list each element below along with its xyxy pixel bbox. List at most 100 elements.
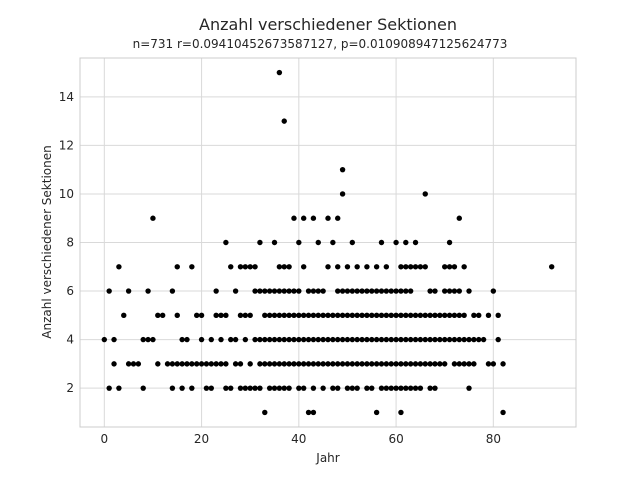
data-point xyxy=(296,239,302,246)
data-point xyxy=(446,288,453,294)
data-point xyxy=(437,361,443,367)
data-point xyxy=(412,264,419,270)
data-point xyxy=(330,239,336,246)
data-point xyxy=(373,312,380,319)
data-point xyxy=(398,312,404,319)
data-point xyxy=(490,361,497,367)
data-point xyxy=(495,312,501,319)
data-point xyxy=(451,264,458,270)
data-point xyxy=(130,361,137,367)
data-point xyxy=(369,385,375,391)
data-point xyxy=(232,336,239,343)
data-point xyxy=(354,385,360,391)
data-point xyxy=(388,288,394,294)
data-point xyxy=(442,361,448,367)
data-point xyxy=(325,336,331,343)
y-tick-label: 8 xyxy=(66,236,74,250)
data-point xyxy=(393,288,399,294)
data-point xyxy=(252,264,258,270)
data-point xyxy=(412,336,419,343)
data-point xyxy=(320,385,326,391)
data-point xyxy=(378,288,385,294)
data-point xyxy=(354,361,360,367)
data-point xyxy=(412,239,419,246)
data-point xyxy=(480,336,487,343)
data-point xyxy=(422,336,428,343)
data-point xyxy=(320,288,326,294)
data-point xyxy=(466,361,472,367)
data-point xyxy=(310,336,317,343)
data-point xyxy=(422,361,428,367)
data-point xyxy=(223,312,229,319)
data-point xyxy=(339,166,346,173)
data-point xyxy=(305,361,312,367)
data-point xyxy=(364,361,370,367)
data-point xyxy=(315,361,321,367)
data-point xyxy=(359,336,365,343)
data-point xyxy=(101,336,108,343)
data-point xyxy=(257,385,263,391)
data-point xyxy=(378,312,385,319)
data-point xyxy=(485,312,492,319)
data-point xyxy=(262,336,268,343)
data-point xyxy=(369,288,375,294)
data-point xyxy=(315,239,321,246)
data-point xyxy=(359,361,365,367)
data-point xyxy=(281,288,287,294)
data-point xyxy=(412,385,419,391)
data-point xyxy=(291,361,297,367)
data-point xyxy=(296,288,302,294)
data-point xyxy=(422,264,428,270)
data-point xyxy=(378,385,385,391)
data-point xyxy=(364,264,370,270)
data-point xyxy=(369,361,375,367)
data-point xyxy=(291,215,297,221)
y-tick-label: 10 xyxy=(59,187,74,201)
data-point xyxy=(403,239,409,246)
data-point xyxy=(383,361,390,367)
data-point xyxy=(344,336,351,343)
data-point xyxy=(373,264,380,270)
data-point xyxy=(446,264,453,270)
data-point xyxy=(437,312,443,319)
data-point xyxy=(247,312,253,319)
data-point xyxy=(266,288,273,294)
data-point xyxy=(461,361,467,367)
data-point xyxy=(300,336,307,343)
data-point xyxy=(213,312,219,319)
data-point xyxy=(325,312,331,319)
data-point xyxy=(266,336,273,343)
data-point xyxy=(451,312,458,319)
data-point xyxy=(194,361,200,367)
data-point xyxy=(422,191,428,197)
data-point xyxy=(398,336,404,343)
data-point xyxy=(407,264,414,270)
data-point xyxy=(461,264,467,270)
data-point xyxy=(169,288,176,294)
data-point xyxy=(252,336,258,343)
data-point xyxy=(291,288,297,294)
data-point xyxy=(276,69,283,76)
data-point xyxy=(266,312,273,319)
data-point xyxy=(369,312,375,319)
data-point xyxy=(164,361,171,367)
data-point xyxy=(446,312,453,319)
data-point xyxy=(398,409,404,416)
data-point xyxy=(432,361,438,367)
data-point xyxy=(296,312,302,319)
x-tick-label: 20 xyxy=(194,432,209,446)
data-point xyxy=(271,385,278,391)
data-point xyxy=(398,288,404,294)
data-point xyxy=(184,361,190,367)
data-point xyxy=(271,312,278,319)
data-point xyxy=(451,288,458,294)
data-point xyxy=(412,312,419,319)
data-point xyxy=(335,385,341,391)
data-point xyxy=(349,336,356,343)
y-tick-label: 6 xyxy=(66,284,74,298)
data-point xyxy=(349,312,356,319)
data-point xyxy=(310,288,317,294)
data-point xyxy=(286,288,292,294)
data-point xyxy=(169,385,176,391)
data-point xyxy=(310,215,317,221)
